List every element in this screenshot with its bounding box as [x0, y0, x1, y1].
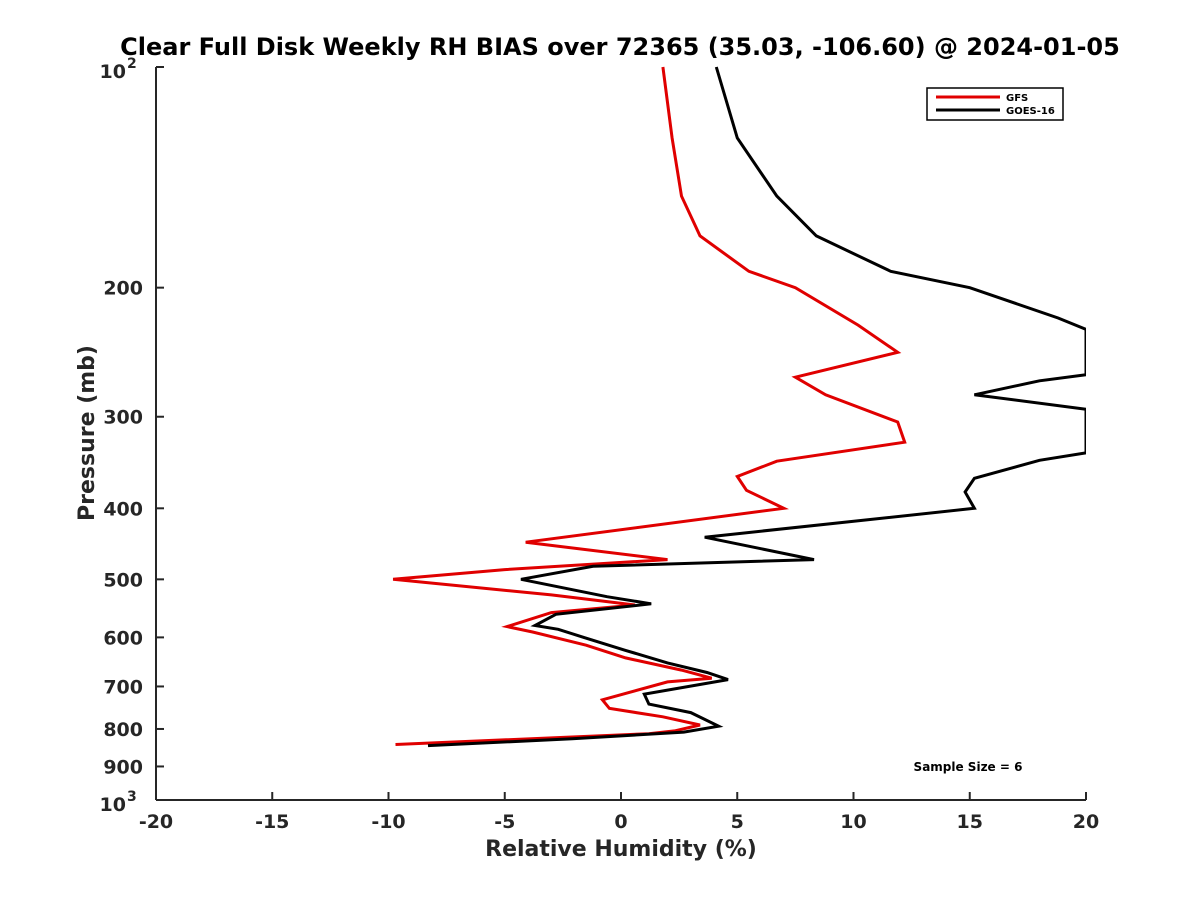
x-tick-label: -20 [139, 811, 173, 833]
chart-title: Clear Full Disk Weekly RH BIAS over 7236… [120, 33, 1120, 61]
x-tick-label: 5 [731, 811, 744, 833]
y-tick-label: 300 [103, 407, 143, 429]
x-tick-label: 10 [840, 811, 866, 833]
x-tick-label: -15 [255, 811, 289, 833]
series-line-gfs [392, 66, 907, 746]
x-tick-label: -10 [371, 811, 405, 833]
legend-label-goes-16: GOES-16 [1006, 106, 1055, 117]
axes [155, 67, 1086, 801]
legend-box [926, 87, 1064, 121]
y-tick-label: 800 [103, 719, 143, 741]
y-tick-label: 10 [100, 61, 126, 83]
series-line-goes-16 [427, 66, 1086, 748]
y-tick-label: 400 [103, 498, 143, 520]
y-tick-label: 900 [103, 756, 143, 778]
x-ticks: -20 -15 -10 -5 0 5 10 15 20 [139, 792, 1099, 833]
y-tick-label: 200 [103, 278, 143, 300]
x-tick-label: 20 [1073, 811, 1099, 833]
x-tick-label: 15 [957, 811, 983, 833]
legend-label-gfs: GFS [1006, 93, 1028, 104]
x-tick-label: 0 [614, 811, 627, 833]
x-axis-label: Relative Humidity (%) [485, 837, 757, 862]
x-tick-label: -5 [494, 811, 515, 833]
y-tick-label: 500 [103, 569, 143, 591]
legend: GFS GOES-16 [926, 87, 1064, 121]
y-tick-exponent: 3 [127, 789, 137, 805]
y-tick-label: 600 [103, 627, 143, 649]
sample-size-annotation: Sample Size = 6 [914, 760, 1023, 774]
y-axis-label: Pressure (mb) [75, 345, 100, 521]
y-tick-label: 700 [103, 676, 143, 698]
y-tick-label: 10 [100, 794, 126, 816]
plot-lines [392, 66, 1086, 748]
y-tick-exponent: 2 [127, 56, 137, 72]
